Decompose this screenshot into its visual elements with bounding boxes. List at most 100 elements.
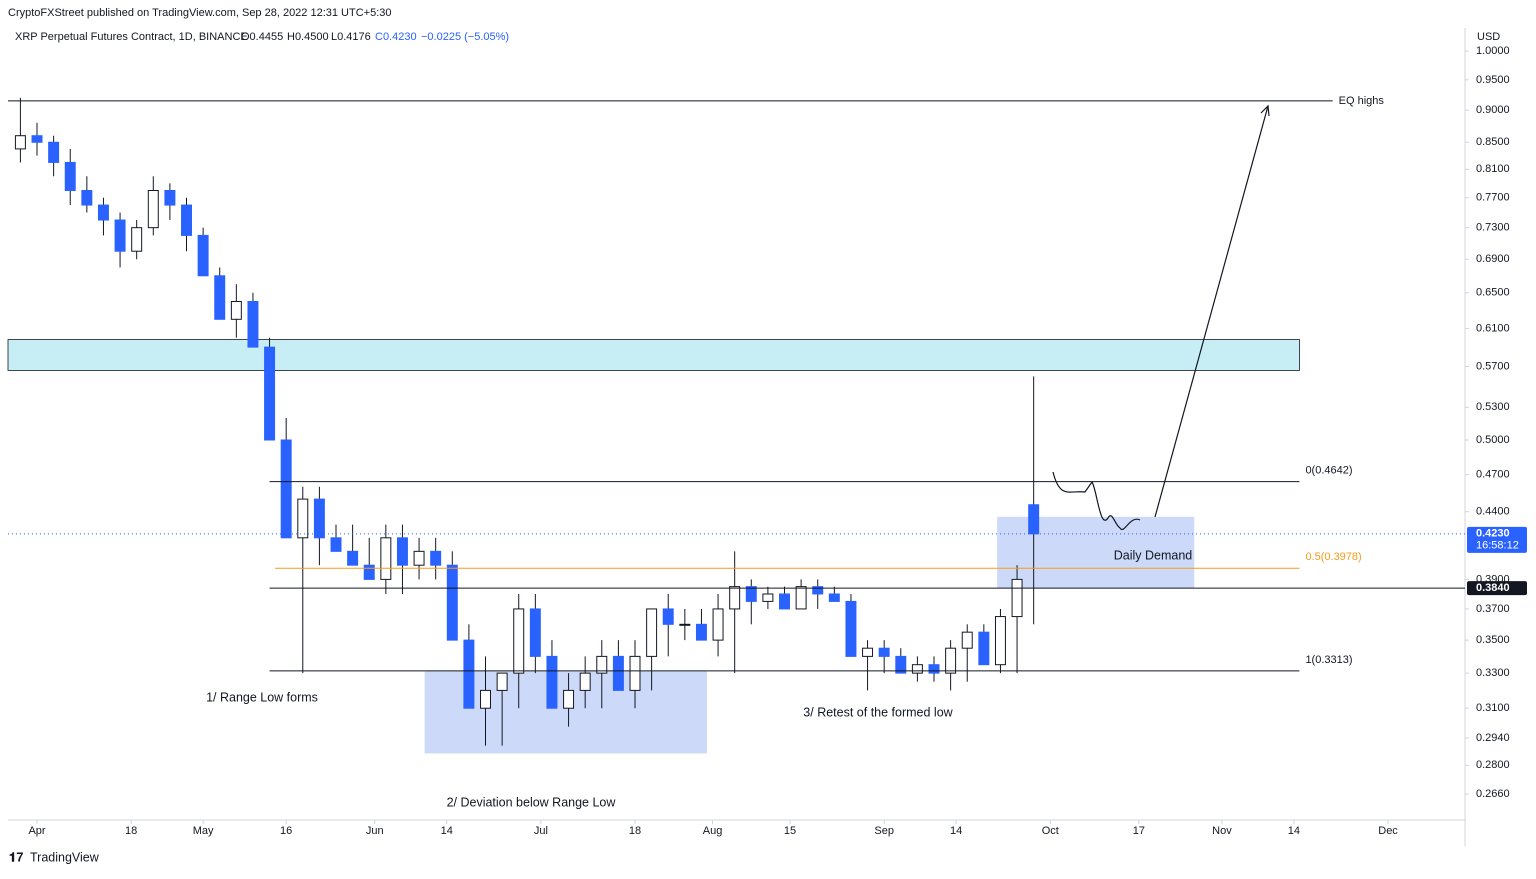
candle-body — [264, 346, 276, 441]
candle-body — [978, 631, 990, 666]
projection-path — [1052, 471, 1141, 531]
x-tick-label: 17 — [1133, 825, 1145, 837]
candle-body — [114, 219, 126, 252]
ohlc-open: O0.4455 — [241, 31, 283, 43]
ohlc-low: L0.4176 — [331, 31, 371, 43]
candle-body — [280, 439, 292, 539]
arrow-head — [1260, 104, 1270, 117]
x-tick-label: Dec — [1378, 825, 1398, 837]
y-tick-label: 0.5300 — [1476, 401, 1510, 413]
candle-body — [430, 550, 442, 566]
candle-body — [197, 234, 209, 277]
symbol: XRP Perpetual Futures Contract, 1D, BINA… — [15, 31, 248, 43]
annotation: 2/ Deviation below Range Low — [447, 795, 617, 809]
candle-body — [48, 141, 60, 163]
candle-body — [712, 608, 724, 641]
x-tick-label: 18 — [125, 825, 137, 837]
candle-body — [812, 586, 824, 595]
candle-body — [646, 608, 658, 657]
x-tick-label: 18 — [629, 825, 641, 837]
candle-body — [862, 647, 874, 657]
candle-body — [297, 498, 309, 539]
annotation: 3/ Retest of the formed low — [803, 705, 953, 719]
candle-body — [762, 593, 774, 602]
candle-body — [446, 564, 458, 641]
projection-arrow — [1154, 105, 1269, 518]
y-tick-label: 0.2800 — [1476, 759, 1510, 771]
candle-body — [181, 204, 192, 236]
logo-mark: 𝟏7 — [9, 849, 23, 864]
candle-body — [828, 593, 840, 602]
candle-body — [729, 586, 741, 610]
x-tick-label: Aug — [703, 825, 723, 837]
y-tick-label: 0.9500 — [1476, 74, 1510, 86]
y-tick-label: 0.8500 — [1476, 136, 1510, 148]
candle-body — [347, 550, 359, 566]
y-tick-label: 0.8100 — [1476, 163, 1510, 175]
candle-body — [911, 664, 923, 674]
ohlc-close: C0.4230 — [375, 31, 417, 43]
brand: 𝟏7 TradingView — [9, 849, 100, 864]
candle-body — [662, 608, 674, 625]
candle-body — [313, 498, 325, 539]
candle-body — [31, 135, 43, 143]
y-tick-label: 0.4700 — [1476, 469, 1510, 481]
candle-body — [247, 300, 259, 348]
candle-body — [779, 593, 790, 610]
ohlc-change: −0.0225 (−5.05%) — [421, 31, 509, 43]
x-tick-label: 14 — [950, 825, 962, 837]
candle-body — [1028, 504, 1040, 535]
candle-body — [596, 655, 608, 674]
candle-body — [363, 564, 375, 580]
candle-body — [396, 537, 408, 566]
publisher: CryptoFXStreet published on TradingView.… — [8, 7, 392, 19]
candle-body — [629, 655, 641, 691]
candle-body — [131, 227, 143, 252]
candle-body — [513, 608, 525, 674]
x-tick-label: Sep — [874, 825, 894, 837]
y-tick-label: 0.5000 — [1476, 434, 1510, 446]
candle-body — [845, 600, 857, 657]
candle-body — [546, 655, 558, 709]
price-tag — [1467, 581, 1527, 596]
price-tag — [1467, 526, 1527, 553]
brand-name: TradingView — [30, 850, 100, 864]
candle-body — [230, 300, 242, 320]
candle-body — [463, 639, 475, 709]
y-tick-label: 0.3700 — [1476, 603, 1510, 615]
x-tick-label: 14 — [441, 825, 453, 837]
candle-body — [579, 672, 591, 691]
x-tick-label: Oct — [1042, 825, 1059, 837]
level-label: EQ highs — [1339, 95, 1385, 107]
candle-body — [529, 608, 541, 657]
y-tick-label: 0.5700 — [1476, 360, 1510, 372]
candle-body — [795, 586, 807, 610]
y-tick-label: 0.2940 — [1476, 732, 1510, 744]
x-tick-label: Jul — [534, 825, 548, 837]
candle-body — [945, 647, 957, 674]
candle-body — [81, 189, 93, 206]
level-label: 0.5(0.3978) — [1305, 551, 1361, 563]
candle-body — [14, 135, 26, 150]
candle-body — [64, 161, 76, 191]
x-tick-label: Nov — [1212, 825, 1232, 837]
x-tick-label: 15 — [784, 825, 796, 837]
y-tick-label: 0.9000 — [1476, 104, 1510, 116]
candle-body — [928, 664, 940, 674]
price-tag-label: 0.4230 — [1476, 528, 1510, 540]
y-tick-label: 0.7300 — [1476, 222, 1510, 234]
level-label: 1(0.3313) — [1305, 654, 1352, 666]
candle-body — [994, 616, 1006, 666]
y-tick-label: 0.3300 — [1476, 667, 1510, 679]
axis-unit: USD — [1477, 31, 1500, 43]
x-tick-label: Apr — [28, 825, 45, 837]
plot-area — [7, 97, 1300, 754]
y-tick-label: 1.0000 — [1476, 45, 1510, 57]
price-tag-countdown: 16:58:12 — [1476, 540, 1519, 552]
candle-body — [961, 631, 973, 649]
candle-body — [895, 655, 907, 674]
x-tick-label: 16 — [280, 825, 292, 837]
y-tick-label: 0.6900 — [1476, 253, 1510, 265]
